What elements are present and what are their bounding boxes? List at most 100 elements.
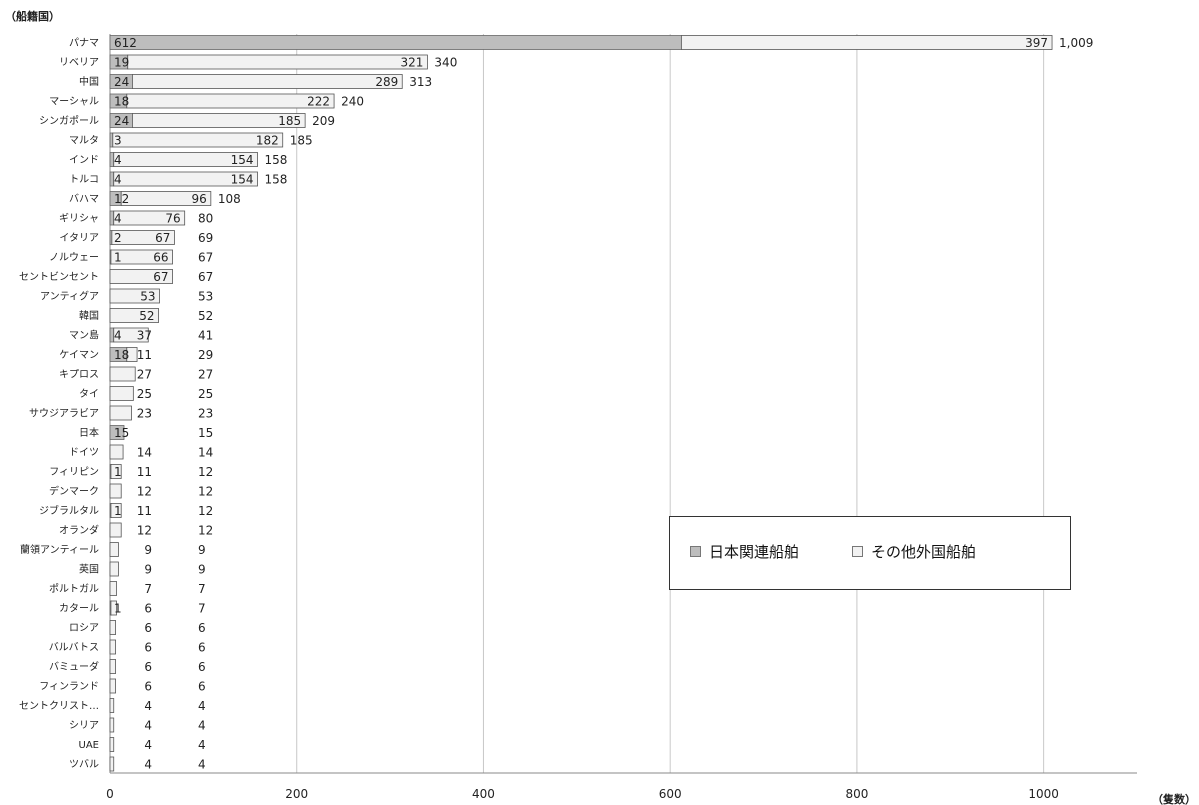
data-label-total: 41 — [198, 329, 213, 343]
bar-other — [109, 269, 173, 284]
data-label-total: 67 — [198, 251, 213, 265]
bar-japan — [109, 425, 125, 440]
data-label-total: 4 — [198, 738, 206, 752]
data-label-total: 15 — [198, 426, 213, 440]
bar-other — [109, 717, 115, 733]
data-label-japan: 3 — [114, 134, 122, 148]
data-label-total: 9 — [198, 543, 206, 557]
bar-other — [109, 522, 122, 538]
bar-other — [113, 210, 186, 226]
data-label-japan: 24 — [114, 75, 129, 89]
category-label: 日本 — [79, 426, 99, 439]
bar-other — [112, 132, 284, 148]
data-label-total: 23 — [198, 407, 213, 421]
data-label-other: 7 — [144, 582, 152, 596]
data-label-total: 52 — [198, 309, 213, 323]
category-label: アンティグア — [40, 290, 99, 303]
data-label-total: 4 — [198, 699, 206, 713]
data-label-total: 108 — [218, 192, 241, 206]
data-label-other: 4 — [144, 699, 152, 713]
data-label-total: 12 — [198, 465, 213, 479]
x-tick-label: 800 — [845, 787, 868, 801]
data-label-total: 80 — [198, 212, 213, 226]
bar-other — [113, 171, 258, 187]
data-label-total: 9 — [198, 563, 206, 577]
data-label-total: 313 — [409, 75, 432, 89]
category-label: 英国 — [79, 563, 99, 576]
data-label-other: 25 — [137, 387, 152, 401]
category-label: ロシア — [69, 623, 99, 634]
legend-item-japan: 日本関連船舶 — [690, 541, 799, 562]
data-label-other: 289 — [375, 75, 398, 89]
category-label: 韓国 — [79, 310, 99, 322]
data-label-total: 7 — [198, 602, 206, 616]
bar-other — [127, 54, 428, 70]
data-label-other: 185 — [278, 114, 301, 128]
bar-other — [111, 230, 175, 245]
data-label-japan: 24 — [114, 114, 129, 128]
bar-japan — [109, 35, 682, 50]
legend-swatch-japan — [690, 546, 701, 557]
data-label-japan: 4 — [114, 153, 122, 167]
data-label-other: 182 — [256, 134, 279, 148]
category-label: 中国 — [79, 75, 99, 88]
data-label-japan: 19 — [114, 56, 129, 70]
data-label-total: 6 — [198, 660, 206, 674]
category-label: タイ — [79, 388, 99, 400]
bar-other — [109, 308, 159, 323]
category-label: UAE — [79, 740, 99, 751]
bar-other — [132, 74, 403, 89]
legend-label-other: その他外国船舶 — [871, 543, 977, 561]
category-label: リベリア — [59, 57, 99, 69]
category-label: サウジアラビア — [29, 408, 99, 420]
data-label-other: 52 — [139, 309, 154, 323]
category-label: ノルウェー — [49, 252, 99, 264]
bar-other — [109, 737, 115, 752]
data-label-total: 6 — [198, 641, 206, 655]
data-label-other: 67 — [153, 270, 168, 284]
data-label-japan: 1 — [114, 504, 122, 518]
data-label-total: 12 — [198, 524, 213, 538]
bar-other — [109, 639, 117, 655]
category-label: オランダ — [59, 524, 99, 537]
category-label: マルタ — [69, 135, 99, 147]
category-label: ジブラルタル — [39, 504, 99, 517]
data-label-other: 12 — [137, 524, 152, 538]
category-label: バハマ — [69, 193, 99, 205]
bar-other — [113, 327, 149, 343]
data-label-japan: 1 — [114, 602, 122, 616]
data-label-total: 53 — [198, 290, 213, 304]
data-label-other: 6 — [144, 680, 152, 694]
data-label-other: 4 — [144, 719, 152, 733]
bar-other — [109, 542, 119, 557]
category-label: シリア — [69, 721, 99, 732]
data-label-other: 12 — [137, 485, 152, 499]
data-label-total: 27 — [198, 368, 213, 382]
data-label-japan: 18 — [114, 95, 129, 109]
category-label: カタール — [59, 603, 99, 615]
data-label-total: 240 — [341, 95, 364, 109]
bar-other — [109, 698, 115, 713]
data-label-other: 27 — [137, 368, 152, 382]
bar-other — [113, 152, 258, 167]
bar-other — [126, 93, 335, 109]
bar-other — [120, 191, 212, 206]
bar-other — [109, 366, 136, 382]
data-label-japan: 12 — [114, 192, 129, 206]
data-label-total: 67 — [198, 270, 213, 284]
data-label-total: 6 — [198, 680, 206, 694]
data-label-other: 154 — [231, 153, 254, 167]
data-label-total: 185 — [290, 134, 313, 148]
category-label: マーシャル — [49, 97, 99, 108]
data-label-total: 12 — [198, 485, 213, 499]
bar-other — [680, 35, 1053, 50]
data-label-other: 397 — [1025, 36, 1048, 50]
data-label-total: 14 — [198, 446, 213, 460]
bar-japan — [109, 132, 114, 148]
legend-swatch-other — [852, 546, 863, 557]
bar-other — [110, 464, 122, 479]
category-label: セントクリスト… — [19, 700, 99, 712]
data-label-total: 4 — [198, 719, 206, 733]
bar-other — [109, 581, 117, 596]
category-label: デンマーク — [49, 485, 99, 498]
